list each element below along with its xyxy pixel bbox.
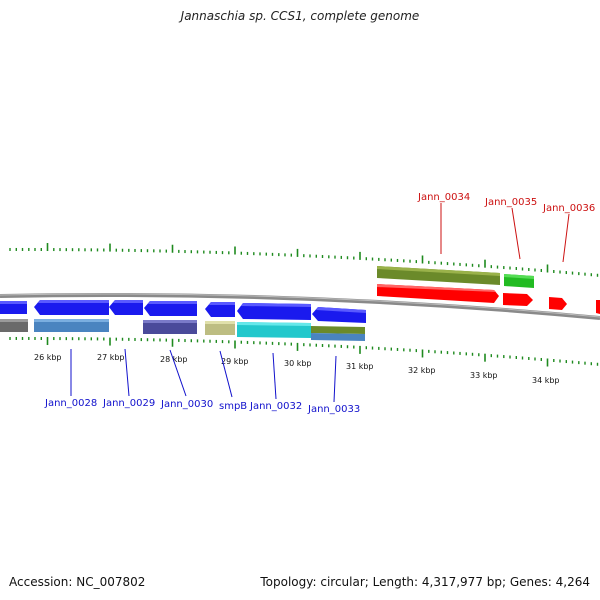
reverse-gene-labels: Jann_0028 Jann_0029 Jann_0030 smpB Jann_… <box>44 348 360 415</box>
gene-label-jann-0030[interactable]: Jann_0030 <box>160 399 213 410</box>
kbp-label: 32 kbp <box>408 366 436 375</box>
gene-prev-feature[interactable] <box>0 319 28 332</box>
kbp-label: 31 kbp <box>346 362 374 371</box>
gene-jann-0030-cds-arrow[interactable] <box>144 301 197 316</box>
kbp-axis-labels: 26 kbp 27 kbp 28 kbp 29 kbp 30 kbp 31 kb… <box>34 353 560 385</box>
gene-jann-0034-cds-arrow[interactable] <box>377 284 499 303</box>
gene-jann-0032-feature[interactable] <box>237 322 311 338</box>
genome-backbone <box>0 292 600 320</box>
gene-label-jann-0034[interactable]: Jann_0034 <box>417 192 470 203</box>
gene-jann-0030-feature[interactable] <box>143 320 197 334</box>
gene-prev-cds-arrow[interactable] <box>0 301 27 314</box>
kbp-label: 26 kbp <box>34 353 62 362</box>
kbp-label: 29 kbp <box>221 357 249 366</box>
gene-jann-0033-feature-top[interactable] <box>311 326 365 334</box>
gene-label-jann-0035[interactable]: Jann_0035 <box>484 197 537 208</box>
kbp-label: 33 kbp <box>470 371 498 380</box>
gene-jann-0029-cds-arrow[interactable] <box>109 300 143 315</box>
gene-jann-0035-cds-arrow[interactable] <box>503 293 533 306</box>
topology-info: Topology: circular; Length: 4,317,977 bp… <box>260 575 590 589</box>
gene-jann-0033-cds-arrow[interactable] <box>312 307 366 323</box>
leader-line <box>511 207 521 260</box>
kbp-label: 34 kbp <box>532 376 560 385</box>
gene-jann-0032-cds-arrow[interactable] <box>237 303 311 320</box>
accession-info: Accession: NC_007802 <box>9 575 146 589</box>
gene-jann-0035-feature[interactable] <box>504 274 534 288</box>
gene-jann-0028-cds-arrow[interactable] <box>34 300 109 315</box>
leader-line <box>219 350 233 398</box>
gene-jann-0034-feature[interactable] <box>377 266 500 285</box>
forward-gene-labels: Jann_0034 Jann_0035 Jann_0036 <box>417 192 595 263</box>
leader-line <box>562 213 570 263</box>
kbp-label: 27 kbp <box>97 353 125 362</box>
reverse-strand-genes <box>0 300 366 341</box>
leader-line <box>124 348 130 397</box>
outer-tick-track <box>9 243 599 277</box>
gene-jann-0028-feature[interactable] <box>34 319 109 332</box>
genome-backbone-highlight <box>0 293 600 318</box>
gene-smpb-cds-arrow[interactable] <box>205 302 235 317</box>
map-title: Jannaschia sp. CCS1, complete genome <box>180 9 420 23</box>
leader-line <box>272 352 277 400</box>
leader-line <box>333 355 337 403</box>
leader-line <box>169 349 187 397</box>
gene-label-jann-0028[interactable]: Jann_0028 <box>44 398 97 409</box>
inner-tick-track <box>9 336 599 367</box>
gene-label-jann-0036[interactable]: Jann_0036 <box>542 203 595 214</box>
gene-jann-0036-cds-arrow[interactable] <box>549 297 567 310</box>
gene-label-jann-0032[interactable]: Jann_0032 <box>249 401 302 412</box>
gene-smpb-feature[interactable] <box>205 321 235 335</box>
gene-label-smpb[interactable]: smpB <box>219 401 247 412</box>
gene-next-cds-arrow[interactable] <box>596 300 600 314</box>
gene-label-jann-0033[interactable]: Jann_0033 <box>307 404 360 415</box>
forward-strand-genes <box>377 266 600 314</box>
kbp-label: 30 kbp <box>284 359 312 368</box>
gene-label-jann-0029[interactable]: Jann_0029 <box>102 398 155 409</box>
gene-jann-0033-feature-bottom[interactable] <box>311 333 365 341</box>
